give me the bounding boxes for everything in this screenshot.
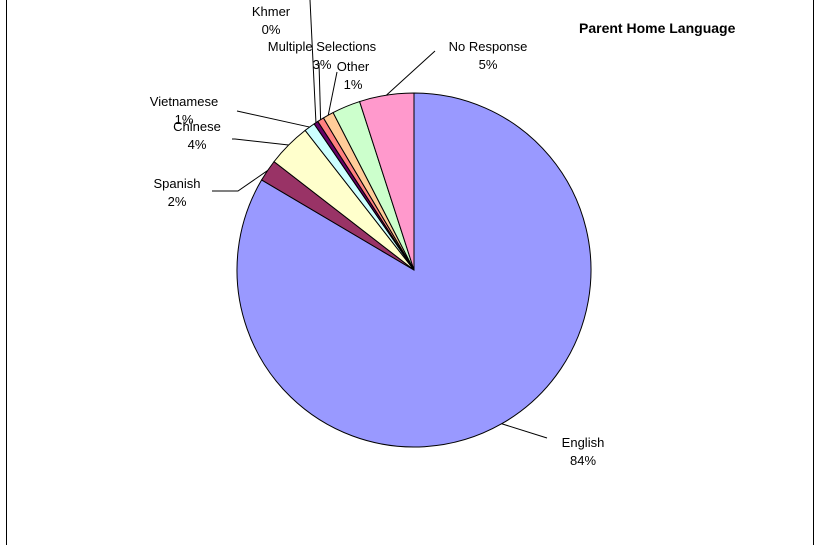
label-english-name: English [562, 435, 605, 450]
leader-other [327, 71, 338, 116]
leader-english [501, 423, 548, 439]
leader-vietnamese [236, 110, 310, 128]
label-english-pct: 84% [570, 453, 596, 468]
chart-frame: English 84% Spanish 2% Chinese 4% Vietnamese 1%… [6, 0, 814, 545]
leader-multiple [318, 62, 322, 120]
label-noresponse-pct: 5% [479, 57, 498, 72]
label-khmer-name: Khmer [252, 4, 291, 19]
label-other-pct: 1% [344, 77, 363, 92]
label-other-name: Other [337, 59, 370, 74]
label-vietnamese-pct: 1% [175, 112, 194, 127]
leader-khmer [309, 0, 317, 123]
leader-noresponse [386, 50, 436, 96]
label-multiple-name: Multiple Selections [268, 39, 377, 54]
slice-noresponse [358, 92, 415, 271]
label-chinese-name: Chinese [173, 119, 221, 134]
leader-lines [212, 0, 548, 439]
pie-slices [236, 92, 592, 448]
label-spanish-name: Spanish [154, 176, 201, 191]
pie-chart: English 84% Spanish 2% Chinese 4% Vietnamese 1%… [150, 0, 736, 468]
label-chinese-pct: 4% [188, 137, 207, 152]
label-spanish-pct: 2% [168, 194, 187, 209]
label-vietnamese-name: Vietnamese [150, 94, 218, 109]
leader-chinese [232, 138, 289, 146]
leader-spanish [212, 170, 268, 192]
label-khmer-pct: 0% [262, 22, 281, 37]
label-multiple-pct: 3% [313, 57, 332, 72]
slice-labels: English 84% Spanish 2% Chinese 4% Vietnamese 1%… [150, 4, 605, 468]
label-noresponse-name: No Response [449, 39, 528, 54]
chart-title: Parent Home Language [579, 20, 736, 36]
